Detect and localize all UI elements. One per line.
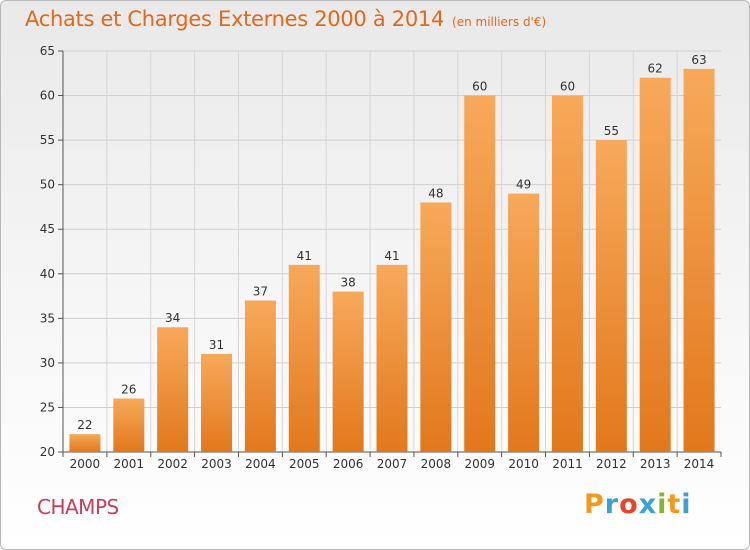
y-tick-label: 30 (40, 356, 55, 370)
bar (69, 434, 101, 452)
commune-name: CHAMPS (37, 495, 119, 519)
value-label: 41 (297, 249, 312, 263)
value-label: 49 (516, 178, 531, 192)
bar (508, 193, 540, 453)
x-tick-label: 2014 (684, 457, 715, 471)
bar (113, 398, 145, 452)
x-tick-label: 2010 (508, 457, 539, 471)
value-label: 60 (472, 80, 487, 94)
value-label: 37 (253, 285, 268, 299)
bar (464, 95, 496, 453)
y-tick-label: 60 (40, 89, 55, 103)
chart-unit: (en milliers d'€) (452, 15, 547, 29)
value-label: 38 (340, 276, 355, 290)
y-tick-label: 45 (40, 222, 55, 236)
x-tick-label: 2003 (201, 457, 232, 471)
value-label: 48 (428, 186, 443, 200)
x-tick-label: 2004 (245, 457, 276, 471)
value-label: 41 (384, 249, 399, 263)
y-tick-label: 40 (40, 267, 55, 281)
value-label: 22 (77, 418, 92, 432)
bar (420, 202, 452, 452)
bar (639, 77, 671, 452)
bar (332, 291, 364, 452)
value-label: 34 (165, 311, 180, 325)
value-label: 63 (691, 53, 706, 67)
value-label: 62 (648, 62, 663, 76)
logo-letter: P (584, 489, 605, 520)
x-tick-label: 2007 (377, 457, 408, 471)
y-tick-label: 20 (40, 445, 55, 459)
bar (244, 300, 276, 452)
value-label: 26 (121, 383, 136, 397)
bar (551, 95, 583, 453)
y-tick-label: 55 (40, 133, 55, 147)
x-tick-label: 2012 (596, 457, 627, 471)
x-tick-label: 2006 (333, 457, 364, 471)
labels: 20 25 30 35 40 45 50 55 60 65 22 2000 26 2001 34 2002 31… (40, 44, 715, 471)
chart-title-text: Achats et Charges Externes 2000 à 2014 (25, 7, 445, 31)
y-tick-label: 25 (40, 400, 55, 414)
bar (376, 264, 408, 452)
logo-letter: o (619, 489, 639, 520)
x-tick-label: 2011 (552, 457, 583, 471)
bar (201, 353, 233, 452)
x-tick-label: 2005 (289, 457, 320, 471)
x-tick-label: 2001 (114, 457, 145, 471)
logo-letter: x (638, 489, 658, 520)
bar (595, 140, 627, 452)
value-label: 60 (560, 80, 575, 94)
x-tick-label: 2002 (157, 457, 188, 471)
x-tick-label: 2000 (70, 457, 101, 471)
bar (157, 327, 189, 452)
y-tick-label: 35 (40, 311, 55, 325)
logo-letter: t (667, 489, 682, 520)
logo-letter: r (604, 489, 620, 520)
x-tick-label: 2008 (421, 457, 452, 471)
y-tick-label: 65 (40, 44, 55, 58)
bars (69, 68, 715, 453)
value-label: 31 (209, 338, 224, 352)
logo-letter: i (657, 489, 668, 520)
x-tick-label: 2013 (640, 457, 671, 471)
logo-letter: i (681, 489, 692, 520)
chart-title: Achats et Charges Externes 2000 à 2014 (e… (25, 7, 546, 31)
x-tick-label: 2009 (464, 457, 495, 471)
proxiti-logo: Proxiti (584, 489, 692, 520)
bar (288, 264, 320, 452)
y-tick-label: 50 (40, 178, 55, 192)
value-label: 55 (604, 124, 619, 138)
bar (683, 68, 715, 453)
